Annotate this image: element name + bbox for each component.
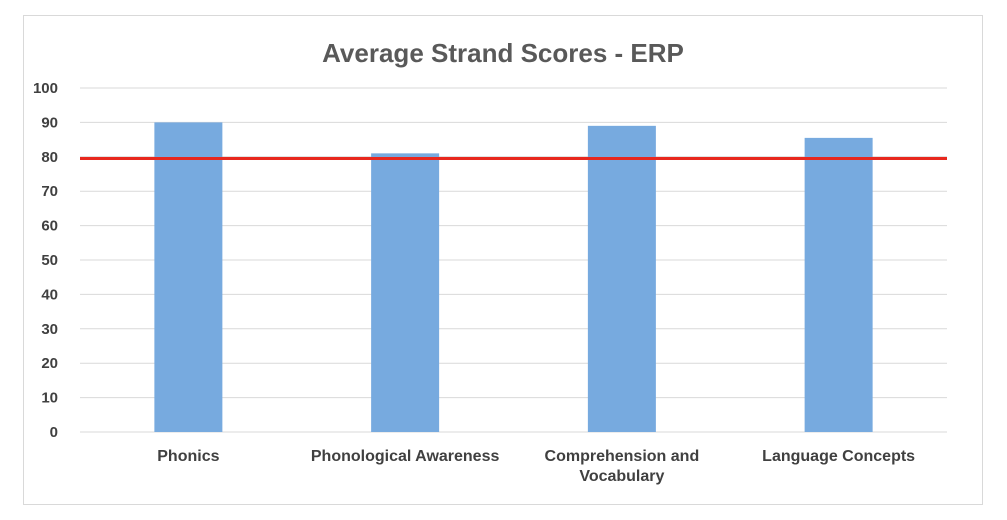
gridlines <box>80 87 947 433</box>
bar <box>587 125 656 432</box>
x-tick-label: Phonological Awareness <box>311 448 500 465</box>
y-tick-label: 0 <box>50 424 58 441</box>
y-tick-label: 50 <box>41 252 58 269</box>
y-tick-label: 70 <box>41 183 58 200</box>
bar <box>371 153 440 433</box>
x-axis: Phonics Phonological Awareness Comprehensi… <box>157 448 915 485</box>
bar <box>804 137 873 432</box>
x-tick-label: Phonics <box>157 448 219 465</box>
bars <box>154 122 873 433</box>
x-tick-label: Vocabulary <box>579 468 664 485</box>
bar <box>154 122 223 433</box>
y-tick-label: 60 <box>41 218 58 235</box>
y-tick-label: 90 <box>41 114 58 131</box>
y-axis: 0 10 20 30 40 50 60 70 80 90 100 <box>33 80 58 441</box>
y-tick-label: 30 <box>41 321 58 338</box>
y-tick-label: 40 <box>41 286 58 303</box>
y-tick-label: 100 <box>33 80 58 97</box>
y-tick-label: 20 <box>41 355 58 372</box>
y-tick-label: 10 <box>41 390 58 407</box>
x-tick-label: Language Concepts <box>762 448 915 465</box>
y-tick-label: 80 <box>41 149 58 166</box>
chart-title: Average Strand Scores - ERP <box>322 38 684 68</box>
x-tick-label: Comprehension and <box>545 448 700 465</box>
